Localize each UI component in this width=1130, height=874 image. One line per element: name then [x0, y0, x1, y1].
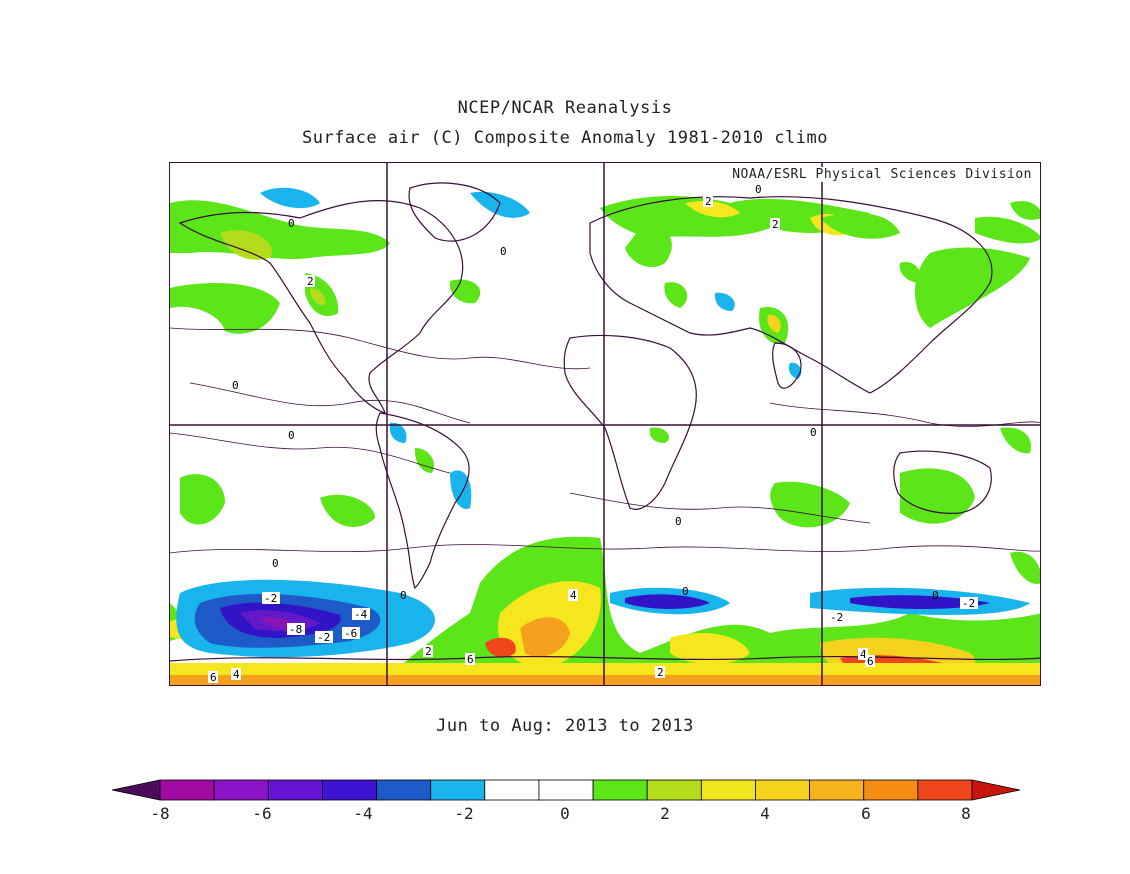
colorbar-tick-label: -6 — [252, 804, 272, 823]
svg-text:-2: -2 — [317, 631, 330, 644]
colorbar-cell — [484, 779, 540, 801]
anomaly-map: -2 -4 -8 -2 -6 4 6 2 -2 -2 4 6 6 4 0 0 0… — [169, 162, 1041, 686]
colorbar-tick-label: -4 — [353, 804, 373, 823]
svg-text:0: 0 — [932, 589, 939, 602]
svg-text:-2: -2 — [830, 611, 843, 624]
colorbar-cell — [267, 779, 323, 801]
svg-text:-4: -4 — [354, 608, 368, 621]
colorbar-cell — [592, 779, 648, 801]
colorbar-cell — [809, 779, 865, 801]
svg-text:0: 0 — [288, 429, 295, 442]
time-period-label: Jun to Aug: 2013 to 2013 — [436, 716, 694, 736]
svg-text:0: 0 — [755, 183, 762, 196]
svg-text:4: 4 — [233, 668, 240, 681]
svg-text:4: 4 — [860, 648, 867, 661]
map-svg: -2 -4 -8 -2 -6 4 6 2 -2 -2 4 6 6 4 0 0 0… — [170, 163, 1040, 685]
zero-contours — [170, 327, 1040, 554]
chart-title: NCEP/NCAR Reanalysis — [457, 98, 673, 118]
colorbar-cell — [213, 779, 269, 801]
svg-text:6: 6 — [467, 653, 474, 666]
svg-text:2: 2 — [307, 275, 314, 288]
colorbar-arrow-low — [112, 779, 161, 801]
svg-text:-6: -6 — [344, 627, 357, 640]
colorbar-tick-label: 4 — [760, 804, 770, 823]
svg-text:0: 0 — [675, 515, 682, 528]
svg-text:0: 0 — [400, 589, 407, 602]
svg-text:0: 0 — [288, 217, 295, 230]
colorbar-cell — [646, 779, 702, 801]
svg-text:-2: -2 — [962, 597, 975, 610]
colorbar-cell — [376, 779, 432, 801]
cold-anomaly-regions — [176, 187, 1030, 658]
colorbar-tick-label: 6 — [861, 804, 871, 823]
svg-text:2: 2 — [425, 645, 432, 658]
colorbar-cell — [863, 779, 919, 801]
svg-text:2: 2 — [657, 666, 664, 679]
svg-text:2: 2 — [772, 218, 779, 231]
colorbar-tick-label: 8 — [961, 804, 971, 823]
colorbar-cell — [430, 779, 486, 801]
colorbar-tick-label: 2 — [660, 804, 670, 823]
svg-text:6: 6 — [210, 671, 217, 684]
colorbar-cell — [321, 779, 377, 801]
svg-text:0: 0 — [810, 426, 817, 439]
chart-subtitle: Surface air (C) Composite Anomaly 1981-2… — [301, 128, 828, 148]
colorbar-tick-label: -8 — [150, 804, 170, 823]
colorbar-tick-label: -2 — [454, 804, 474, 823]
credit-label: NOAA/ESRL Physical Sciences Division — [730, 167, 1034, 182]
svg-text:0: 0 — [682, 585, 689, 598]
svg-text:0: 0 — [232, 379, 239, 392]
contour-labels: -2 -4 -8 -2 -6 4 6 2 -2 -2 4 6 6 4 0 0 0… — [208, 183, 978, 684]
colorbar-arrow-high — [971, 779, 1020, 801]
colorbar-cell — [538, 779, 594, 801]
svg-text:-8: -8 — [289, 623, 302, 636]
graticule — [170, 163, 1040, 685]
colorbar-tick-label: 0 — [560, 804, 570, 823]
colorbar-cell — [755, 779, 811, 801]
colorbar — [112, 779, 1020, 801]
svg-text:0: 0 — [272, 557, 279, 570]
svg-text:2: 2 — [705, 195, 712, 208]
colorbar-cell — [917, 779, 973, 801]
warm-anomaly-regions — [170, 196, 1040, 584]
colorbar-cell — [700, 779, 756, 801]
svg-text:0: 0 — [500, 245, 507, 258]
svg-text:-2: -2 — [264, 592, 277, 605]
svg-text:6: 6 — [867, 655, 874, 668]
colorbar-cell — [159, 779, 215, 801]
svg-text:4: 4 — [570, 589, 577, 602]
